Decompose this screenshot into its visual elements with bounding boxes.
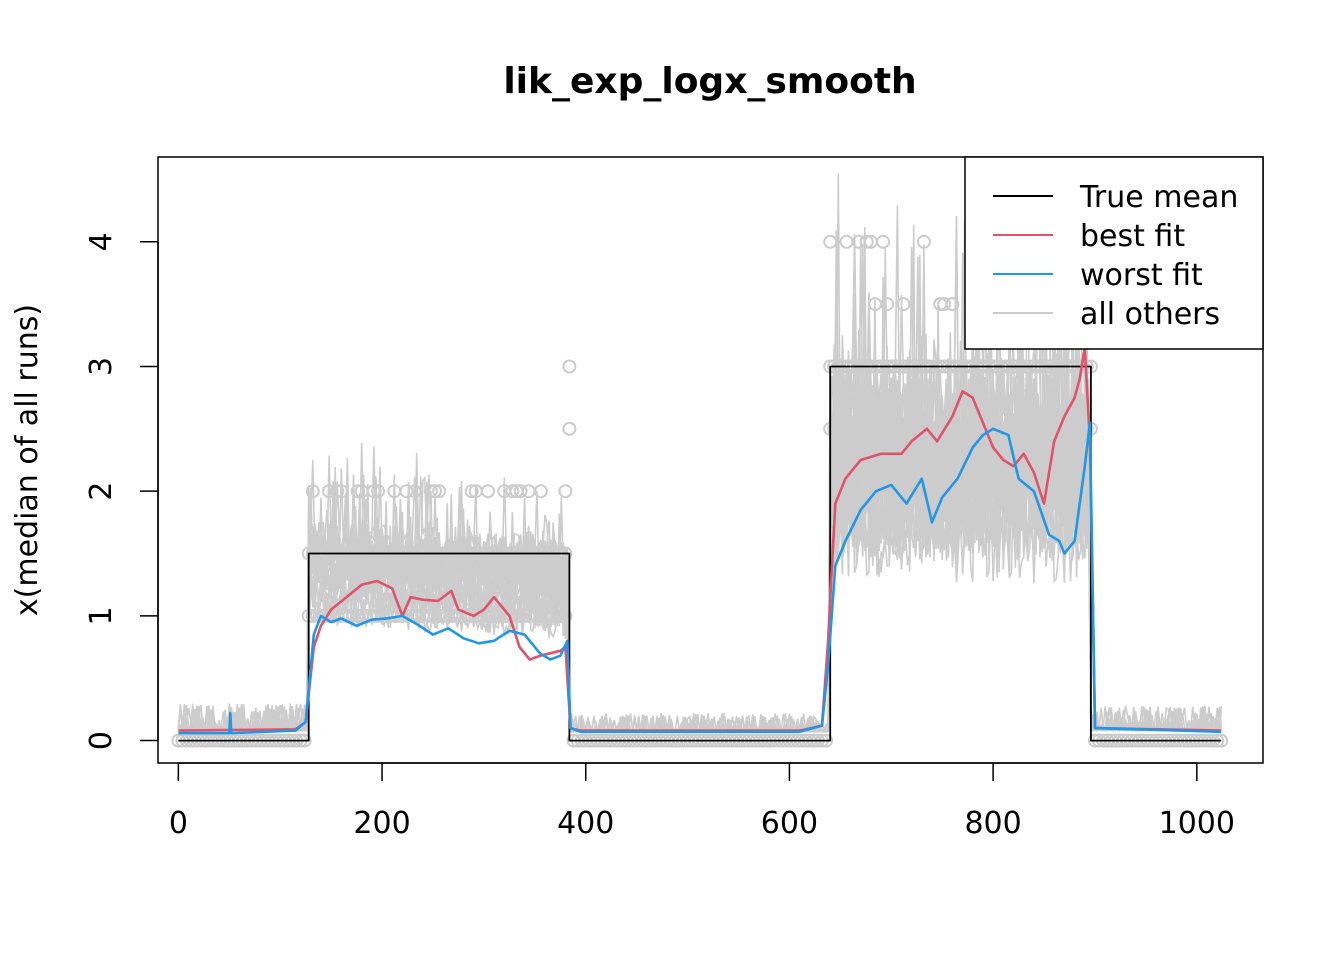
legend-label: True mean <box>1079 180 1238 215</box>
observation-point <box>896 297 911 312</box>
y-tick-label: 0 <box>84 731 119 750</box>
observation-point <box>305 484 320 499</box>
observation-point <box>513 484 528 499</box>
observation-point <box>366 484 381 499</box>
observation-point <box>399 484 414 499</box>
y-tick-label: 2 <box>84 482 119 501</box>
y-tick-label: 1 <box>84 606 119 625</box>
observation-point <box>533 484 548 499</box>
y-axis-title: x(median of all runs) <box>10 304 45 616</box>
y-tick-label: 3 <box>84 357 119 376</box>
observation-point <box>521 484 536 499</box>
observation-point <box>859 234 874 249</box>
x-tick-label: 400 <box>557 806 614 841</box>
y-tick-label: 4 <box>84 232 119 251</box>
observation-point <box>481 484 495 499</box>
x-tick-label: 200 <box>353 806 410 841</box>
observation-point <box>880 297 895 312</box>
observation-point <box>432 484 447 499</box>
observation-point <box>562 421 577 436</box>
observation-point <box>554 608 569 623</box>
observation-point <box>839 234 854 249</box>
observation-point <box>407 484 422 499</box>
observation-point <box>423 484 438 499</box>
chart-title: lik_exp_logx_smooth <box>503 61 916 102</box>
observation-point <box>823 234 838 249</box>
observation-point <box>350 484 365 499</box>
x-tick-label: 1000 <box>1159 806 1235 841</box>
legend-label: worst fit <box>1080 258 1203 293</box>
x-tick-label: 600 <box>761 806 818 841</box>
observation-point <box>876 234 891 249</box>
observation-point <box>464 484 479 499</box>
y-axis: 0 1 2 3 4 <box>84 232 159 750</box>
legend-label: best fit <box>1080 219 1185 254</box>
x-tick-label: 800 <box>964 806 1021 841</box>
x-axis: 0 200 400 600 800 1000 <box>169 762 1235 841</box>
observation-point <box>937 297 952 312</box>
observation-point <box>505 484 520 499</box>
worst-fit-line <box>178 421 1222 735</box>
observation-point <box>945 297 960 312</box>
observation-point <box>371 484 385 499</box>
observation-point <box>558 608 573 623</box>
observation-point <box>334 484 349 499</box>
observation-point <box>558 484 573 499</box>
observation-point <box>916 234 931 249</box>
main-series-group <box>178 346 1222 742</box>
observation-point <box>330 484 345 499</box>
x-tick-label: 0 <box>169 806 188 841</box>
legend-label: all others <box>1080 297 1220 332</box>
observation-point <box>562 359 577 374</box>
observation-point <box>1079 421 1094 436</box>
legend-box <box>964 156 1264 350</box>
observation-point <box>550 608 565 623</box>
legend: True mean best fit worst fit all others <box>964 156 1264 350</box>
observation-point <box>428 484 442 499</box>
